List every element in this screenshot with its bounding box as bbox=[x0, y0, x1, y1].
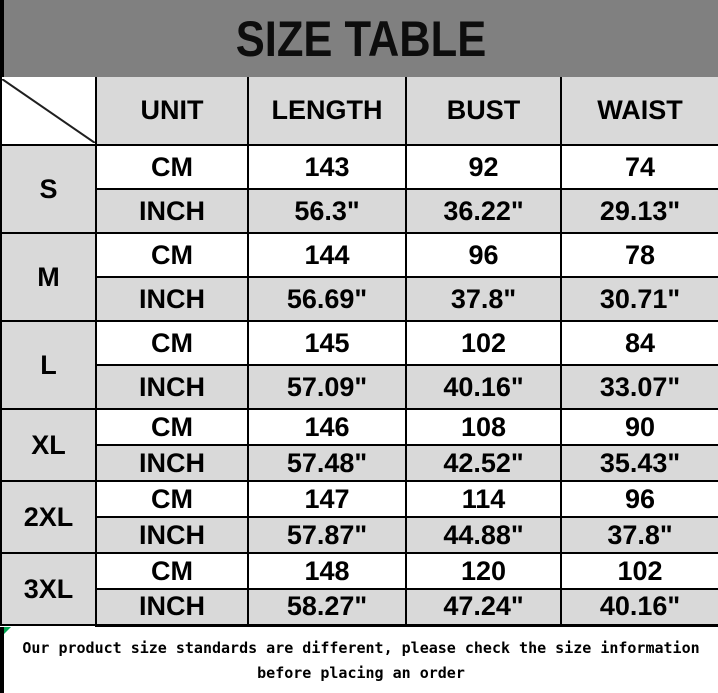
unit-cell: CM bbox=[95, 320, 249, 366]
unit-cell: CM bbox=[95, 408, 249, 446]
page-title: SIZE TABLE bbox=[235, 10, 487, 67]
value-cell: 96 bbox=[560, 480, 718, 518]
header-cell-waist: WAIST bbox=[560, 77, 718, 146]
green-corner-marker-icon bbox=[4, 626, 11, 634]
size-label: M bbox=[0, 232, 97, 322]
value-cell: 36.22" bbox=[405, 188, 562, 234]
value-cell: 33.07" bbox=[560, 364, 718, 410]
unit-cell: CM bbox=[95, 232, 249, 278]
footer-note: Our product size standards are different… bbox=[0, 626, 718, 693]
table-row: INCH 57.09" 40.16" 33.07" bbox=[1, 364, 718, 410]
value-cell: 96 bbox=[405, 232, 562, 278]
header-cell-unit: UNIT bbox=[95, 77, 249, 146]
header-cell-length: LENGTH bbox=[247, 77, 407, 146]
table-header-row: UNIT LENGTH BUST WAIST bbox=[0, 77, 718, 146]
value-cell: 30.71" bbox=[560, 276, 718, 322]
value-cell: 42.52" bbox=[405, 444, 562, 482]
diagonal-header-cell bbox=[0, 77, 97, 146]
diagonal-line-icon bbox=[2, 79, 95, 143]
footer-note-line1: Our product size standards are different… bbox=[22, 638, 700, 657]
value-cell: 108 bbox=[405, 408, 562, 446]
value-cell: 44.88" bbox=[405, 516, 562, 554]
value-cell: 102 bbox=[560, 552, 718, 590]
footer-note-line2: before placing an order bbox=[257, 663, 465, 682]
value-cell: 102 bbox=[405, 320, 562, 366]
header-cell-bust: BUST bbox=[405, 77, 562, 146]
size-label: S bbox=[0, 144, 97, 234]
table-row: INCH 57.87" 44.88" 37.8" bbox=[1, 516, 718, 554]
table-row: 2XL CM 147 114 96 bbox=[0, 480, 718, 554]
unit-cell: INCH bbox=[95, 444, 249, 482]
table-row: S CM 143 92 74 bbox=[0, 144, 718, 234]
value-cell: 74 bbox=[560, 144, 718, 190]
unit-cell: CM bbox=[95, 480, 249, 518]
value-cell: 37.8" bbox=[560, 516, 718, 554]
value-cell: 143 bbox=[247, 144, 407, 190]
value-cell: 40.16" bbox=[405, 364, 562, 410]
unit-cell: INCH bbox=[95, 516, 249, 554]
value-cell: 40.16" bbox=[560, 588, 718, 627]
value-cell: 92 bbox=[405, 144, 562, 190]
value-cell: 57.09" bbox=[247, 364, 407, 410]
value-cell: 37.8" bbox=[405, 276, 562, 322]
size-label: XL bbox=[0, 408, 97, 482]
value-cell: 47.24" bbox=[405, 588, 562, 627]
table-row: XL CM 146 108 90 bbox=[0, 408, 718, 482]
value-cell: 90 bbox=[560, 408, 718, 446]
value-cell: 114 bbox=[405, 480, 562, 518]
value-cell: 120 bbox=[405, 552, 562, 590]
unit-cell: INCH bbox=[95, 364, 249, 410]
value-cell: 148 bbox=[247, 552, 407, 590]
value-cell: 58.27" bbox=[247, 588, 407, 627]
value-cell: 147 bbox=[247, 480, 407, 518]
value-cell: 57.48" bbox=[247, 444, 407, 482]
value-cell: 35.43" bbox=[560, 444, 718, 482]
table-row: M CM 144 96 78 bbox=[0, 232, 718, 322]
size-table: UNIT LENGTH BUST WAIST S CM 143 92 74 IN… bbox=[0, 77, 718, 627]
unit-cell: INCH bbox=[95, 188, 249, 234]
table-row: INCH 56.3" 36.22" 29.13" bbox=[1, 188, 718, 234]
value-cell: 78 bbox=[560, 232, 718, 278]
size-label: 2XL bbox=[0, 480, 97, 554]
unit-cell: CM bbox=[95, 144, 249, 190]
table-row: 3XL CM 148 120 102 bbox=[0, 552, 718, 626]
unit-cell: INCH bbox=[95, 588, 249, 627]
size-label: 3XL bbox=[0, 552, 97, 626]
table-row: L CM 145 102 84 bbox=[0, 320, 718, 410]
value-cell: 146 bbox=[247, 408, 407, 446]
value-cell: 144 bbox=[247, 232, 407, 278]
table-row: INCH 57.48" 42.52" 35.43" bbox=[1, 444, 718, 482]
unit-cell: CM bbox=[95, 552, 249, 590]
value-cell: 56.69" bbox=[247, 276, 407, 322]
value-cell: 84 bbox=[560, 320, 718, 366]
value-cell: 57.87" bbox=[247, 516, 407, 554]
table-row: INCH 56.69" 37.8" 30.71" bbox=[1, 276, 718, 322]
size-label: L bbox=[0, 320, 97, 410]
table-row: INCH 58.27" 47.24" 40.16" bbox=[1, 588, 718, 627]
unit-cell: INCH bbox=[95, 276, 249, 322]
value-cell: 56.3" bbox=[247, 188, 407, 234]
value-cell: 29.13" bbox=[560, 188, 718, 234]
value-cell: 145 bbox=[247, 320, 407, 366]
title-bar: SIZE TABLE bbox=[0, 0, 718, 77]
